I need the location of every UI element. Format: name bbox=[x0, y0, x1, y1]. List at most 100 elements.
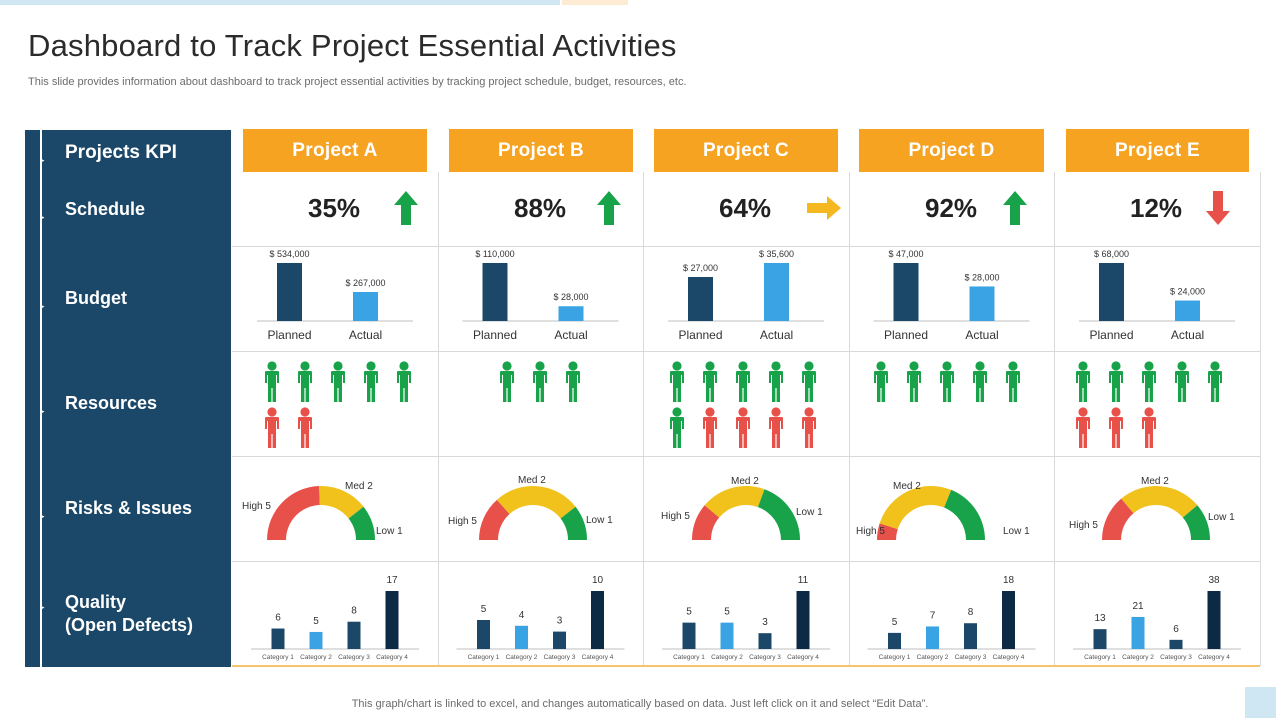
person-green-icon bbox=[500, 361, 514, 402]
budget-actual-label: Actual bbox=[554, 328, 587, 342]
person-green-icon bbox=[533, 361, 547, 402]
budget-actual-label: Actual bbox=[760, 328, 793, 342]
grid-col-divider bbox=[1054, 172, 1055, 666]
quality-bar bbox=[477, 620, 490, 649]
person-green-icon bbox=[670, 361, 684, 402]
quality-bar bbox=[964, 623, 977, 649]
gauge-med-segment bbox=[1121, 485, 1198, 518]
project-e-header: Project E bbox=[1066, 129, 1249, 172]
quality-category-label: Category 1 bbox=[262, 654, 294, 661]
trend-up-arrow-icon bbox=[597, 191, 621, 225]
quality-bar-value: 17 bbox=[386, 575, 398, 586]
budget-bar-planned bbox=[688, 277, 713, 321]
project-a-header: Project A bbox=[243, 129, 427, 172]
grid-col-divider bbox=[643, 172, 644, 666]
quality-bar bbox=[591, 591, 604, 649]
gauge-high-label: High 5 bbox=[1069, 520, 1098, 531]
quality-category-label: Category 4 bbox=[376, 654, 408, 661]
budget-planned-label: Planned bbox=[884, 328, 928, 342]
quality-category-label: Category 2 bbox=[711, 654, 743, 661]
bullet-arrow-icon: ▸ bbox=[40, 301, 45, 311]
budget-bar-actual bbox=[764, 263, 789, 321]
person-red-icon bbox=[769, 407, 783, 448]
page-title: Dashboard to Track Project Essential Act… bbox=[28, 28, 677, 63]
person-green-icon bbox=[331, 361, 345, 402]
top-accent-bar-peach bbox=[562, 0, 628, 5]
quality-category-label: Category 3 bbox=[338, 654, 370, 661]
kpi-quality-label: Quality bbox=[65, 592, 127, 612]
person-green-icon bbox=[670, 407, 684, 448]
quality-category-label: Category 2 bbox=[917, 654, 949, 661]
person-green-icon bbox=[1006, 361, 1020, 402]
project-d-schedule: 92% bbox=[925, 193, 978, 223]
quality-category-label: Category 3 bbox=[955, 654, 987, 661]
person-green-icon bbox=[1142, 361, 1156, 402]
grid-row-divider bbox=[232, 351, 1260, 352]
page-subtitle: This slide provides information about da… bbox=[28, 76, 687, 88]
quality-bar-value: 8 bbox=[968, 607, 974, 618]
quality-bar bbox=[1169, 639, 1183, 649]
trend-up-arrow-icon bbox=[1003, 191, 1027, 225]
quality-category-label: Category 1 bbox=[879, 654, 911, 661]
quality-bar bbox=[926, 626, 939, 649]
budget-charts: $ 534,000 $ 267,000 Planned Actual $ 110,000… bbox=[257, 249, 1235, 342]
quality-bar bbox=[1093, 629, 1107, 649]
quality-bar-value: 5 bbox=[481, 604, 487, 615]
person-green-icon bbox=[802, 361, 816, 402]
person-green-icon bbox=[1175, 361, 1189, 402]
budget-bar-planned bbox=[277, 263, 302, 321]
corner-accent bbox=[1245, 687, 1276, 718]
quality-bar bbox=[888, 632, 901, 649]
person-red-icon bbox=[736, 407, 750, 448]
gauge-low-label: Low 1 bbox=[1003, 526, 1030, 537]
person-green-icon bbox=[1109, 361, 1123, 402]
quality-category-label: Category 1 bbox=[468, 654, 500, 661]
bullet-arrow-icon: ▸ bbox=[40, 602, 45, 612]
budget-planned-label: Planned bbox=[473, 328, 517, 342]
gauge-low-segment bbox=[348, 506, 375, 540]
budget-bar-actual bbox=[969, 286, 995, 321]
budget-actual-value: $ 267,000 bbox=[345, 278, 385, 288]
gauge-med-label: Med 2 bbox=[731, 476, 759, 487]
budget-actual-value: $ 35,600 bbox=[759, 249, 794, 259]
quality-bar bbox=[347, 621, 361, 649]
bullet-arrow-icon: ▸ bbox=[40, 155, 45, 165]
quality-bar-value: 4 bbox=[519, 610, 525, 621]
quality-bar bbox=[385, 591, 399, 649]
gauge-high-segment bbox=[267, 486, 320, 540]
top-accent-bar-blue bbox=[0, 0, 560, 5]
budget-planned-label: Planned bbox=[1089, 328, 1133, 342]
bullet-arrow-icon: ▸ bbox=[40, 406, 45, 416]
person-red-icon bbox=[802, 407, 816, 448]
person-green-icon bbox=[736, 361, 750, 402]
gauge-high-label: High 5 bbox=[661, 511, 690, 522]
quality-bar-value: 3 bbox=[762, 617, 768, 628]
kpi-budget-label: Budget bbox=[65, 288, 127, 308]
person-green-icon bbox=[298, 361, 312, 402]
budget-bar-actual bbox=[1175, 300, 1200, 321]
quality-category-label: Category 3 bbox=[1160, 654, 1192, 661]
quality-bar-value: 21 bbox=[1132, 601, 1144, 612]
gauge-low-segment bbox=[560, 506, 587, 540]
kpi-header-label: Projects KPI bbox=[65, 142, 177, 163]
person-red-icon bbox=[1109, 407, 1123, 448]
budget-planned-value: $ 47,000 bbox=[888, 249, 923, 259]
quality-category-label: Category 4 bbox=[1198, 654, 1230, 661]
quality-bar bbox=[309, 631, 323, 649]
quality-bar-value: 38 bbox=[1208, 575, 1220, 586]
kpi-risks-label: Risks & Issues bbox=[65, 498, 193, 518]
budget-planned-label: Planned bbox=[678, 328, 722, 342]
footer-note: This graph/chart is linked to excel, and… bbox=[351, 698, 929, 710]
quality-bar bbox=[1002, 591, 1015, 649]
budget-bar-actual bbox=[558, 306, 584, 321]
gauge-med-segment bbox=[496, 486, 576, 519]
quality-bar-value: 3 bbox=[557, 616, 563, 627]
person-green-icon bbox=[973, 361, 987, 402]
person-red-icon bbox=[298, 407, 312, 448]
budget-actual-value: $ 28,000 bbox=[964, 272, 999, 282]
kpi-quality-sublabel: (Open Defects) bbox=[65, 615, 194, 635]
quality-bar-value: 6 bbox=[275, 613, 281, 624]
bullet-arrow-icon: ▸ bbox=[40, 212, 45, 222]
budget-actual-label: Actual bbox=[1171, 328, 1204, 342]
quality-bar-value: 11 bbox=[798, 575, 809, 586]
